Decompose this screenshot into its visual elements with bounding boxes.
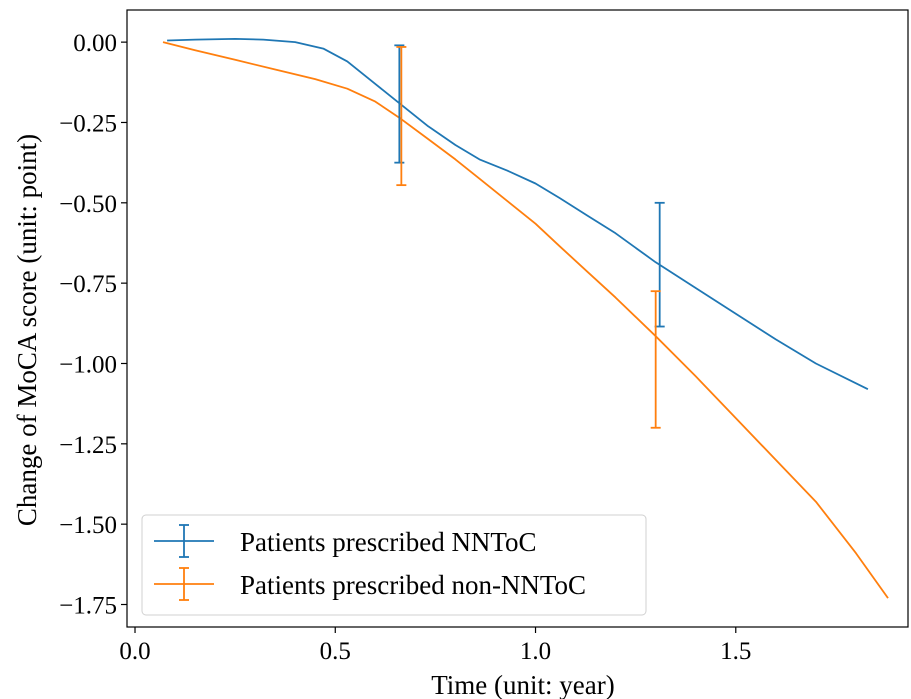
x-tick-label: 0.5 [320, 638, 351, 665]
error-bar [394, 44, 405, 164]
y-tick-label: −0.50 [59, 191, 117, 218]
y-tick-label: −1.50 [59, 512, 117, 539]
error-bars [394, 44, 665, 429]
legend-label-nntoc: Patients prescribed NNToC [240, 527, 537, 557]
series-line-0 [167, 38, 869, 391]
y-axis-label: Change of MoCA score (unit: point) [12, 134, 42, 526]
y-tick-label: 0.00 [73, 30, 117, 57]
error-bar [396, 46, 407, 187]
plot-area [126, 9, 909, 628]
series-lines [162, 38, 889, 599]
legend: Patients prescribed NNToC Patients presc… [141, 514, 647, 616]
legend-swatch-nntoc [154, 524, 214, 558]
y-tick-label: −1.00 [59, 351, 117, 378]
y-tick-label: −1.25 [59, 432, 117, 459]
legend-label-non-nntoc: Patients prescribed non-NNToC [240, 570, 586, 600]
x-axis-ticks: 0.0 0.5 1.0 1.5 [119, 627, 751, 665]
x-tick-label: 1.5 [720, 638, 751, 665]
series-line-1 [162, 41, 889, 599]
plot-frame [126, 9, 909, 628]
x-tick-label: 1.0 [520, 638, 551, 665]
y-tick-label: −0.75 [59, 271, 117, 298]
legend-box [141, 514, 647, 616]
x-tick-label: 0.0 [119, 638, 150, 665]
error-bar [650, 290, 661, 429]
legend-swatch-non-nntoc [154, 567, 214, 601]
x-axis-label: Time (unit: year) [431, 670, 614, 699]
y-axis-ticks: 0.00 −0.25 −0.50 −0.75 −1.00 −1.25 −1.50 −1.75 [59, 30, 127, 620]
y-tick-label: −0.25 [59, 110, 117, 137]
legend-entry-nntoc: Patients prescribed NNToC [154, 524, 537, 558]
y-tick-label: −1.75 [59, 593, 117, 620]
legend-entry-non-nntoc: Patients prescribed non-NNToC [154, 567, 586, 601]
